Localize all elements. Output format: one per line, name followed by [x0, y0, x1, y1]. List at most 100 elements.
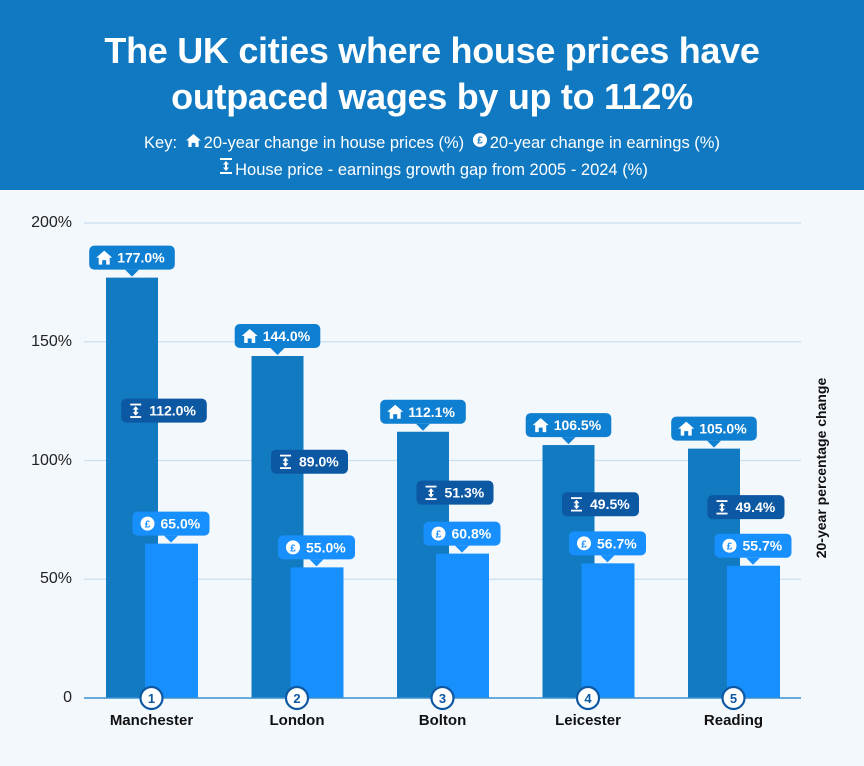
earnings-label-text: 55.0%: [306, 539, 346, 555]
house-icon: [387, 404, 404, 419]
x-tick-label: Bolton: [418, 712, 467, 729]
gap-label-text: 89.0%: [299, 454, 339, 470]
house-icon: [678, 421, 695, 436]
house-price-label-box: [89, 245, 175, 270]
rank-number: 3: [439, 691, 446, 706]
house-price-label-pointer: [416, 423, 430, 431]
svg-text:£: £: [436, 530, 442, 541]
house-price-label-pointer: [125, 269, 139, 277]
x-tick-label: Manchester: [109, 712, 194, 729]
earnings-label-pointer: [746, 557, 760, 565]
house-price-label: 112.1%: [380, 399, 466, 431]
x-tick-label: Leicester: [555, 712, 621, 729]
earnings-label-pointer: [455, 545, 469, 553]
gap-label-text: 49.5%: [590, 496, 630, 512]
earnings-label-text: 60.8%: [452, 526, 492, 542]
gap-arrows-icon: [571, 497, 582, 512]
earnings-label: £56.7%: [569, 531, 646, 563]
svg-text:£: £: [145, 520, 151, 531]
gap-label: 89.0%: [271, 449, 348, 474]
rank-number: 1: [148, 691, 155, 706]
title-line-1: The UK cities where house prices have: [104, 30, 760, 71]
rank-number: 4: [584, 691, 592, 706]
y-tick-label: 150%: [31, 333, 72, 350]
y-tick-label: 50%: [39, 570, 72, 587]
gap-label: 51.3%: [416, 480, 494, 505]
rank-badge: [139, 685, 164, 711]
earnings-label: £55.0%: [278, 535, 355, 567]
house-price-label-box: [380, 399, 466, 424]
house-price-label: 105.0%: [671, 416, 757, 448]
pound-coin-icon: £: [722, 538, 737, 553]
earnings-label-text: 65.0%: [161, 516, 201, 532]
earnings-bar: [727, 565, 780, 698]
earnings-bar: [581, 563, 635, 698]
earnings-label: £60.8%: [423, 521, 501, 553]
house-icon: [96, 250, 113, 265]
house-price-label-text: 105.0%: [699, 421, 747, 437]
rank-badge: [721, 685, 746, 711]
gap-label-box: [121, 398, 207, 423]
house-price-label-text: 112.1%: [408, 404, 455, 420]
earnings-label: £55.7%: [714, 533, 792, 565]
rank-badge: [575, 685, 601, 711]
rank-badge: [430, 685, 455, 711]
earnings-label-box: [132, 511, 210, 536]
house-price-label-text: 144.0%: [263, 328, 311, 344]
earnings-label-box: [278, 535, 355, 560]
gap-label-text: 49.4%: [736, 499, 776, 515]
earnings-label-box: [714, 533, 792, 558]
rank-number: 2: [293, 691, 300, 706]
y-tick-label: 0: [63, 689, 72, 706]
earnings-bar: [436, 553, 489, 698]
house-price-label: 106.5%: [525, 413, 612, 445]
legend-gap: House price - earnings growth gap from 2…: [235, 160, 648, 179]
earnings-label-box: [569, 531, 646, 556]
gap-label: 49.5%: [562, 492, 639, 517]
gap-label: 49.4%: [707, 495, 785, 520]
svg-text:£: £: [581, 539, 587, 550]
pound-coin-icon: £: [577, 536, 591, 551]
earnings-bar: [145, 543, 198, 698]
x-tick-label: Reading: [703, 712, 764, 729]
chart-title: The UK cities where house prices have ou…: [0, 28, 864, 120]
gap-arrows-icon: [280, 454, 291, 469]
gap-arrows-icon: [130, 403, 142, 418]
house-price-label: 144.0%: [234, 324, 321, 355]
pound-coin-icon: £: [140, 516, 155, 531]
house-price-label-text: 106.5%: [554, 417, 602, 433]
earnings-label-pointer: [309, 559, 324, 567]
legend-house: 20-year change in house prices (%): [203, 133, 465, 152]
gap-arrows-icon: [425, 485, 437, 500]
house-price-label-box: [525, 413, 612, 438]
legend-earnings: 20-year change in earnings (%): [489, 133, 720, 152]
gap-label-text: 51.3%: [445, 485, 485, 501]
earnings-label: £65.0%: [132, 511, 210, 543]
key-label: Key:: [144, 133, 178, 152]
gap-arrows-icon: [716, 500, 728, 515]
gap-label-text: 112.0%: [149, 403, 196, 419]
earnings-label-text: 56.7%: [597, 535, 637, 551]
rank-badge: [284, 685, 310, 711]
gap-arrows-icon: [220, 157, 233, 181]
house-price-label-box: [234, 324, 321, 348]
house-price-label: 177.0%: [89, 245, 175, 277]
y-tick-label: 200%: [31, 214, 72, 231]
house-icon: [241, 329, 258, 343]
house-icon: [185, 130, 201, 154]
house-price-label-text: 177.0%: [117, 250, 165, 266]
earnings-bar: [290, 567, 344, 698]
earnings-label-pointer: [600, 555, 615, 563]
house-price-label-pointer: [270, 348, 285, 355]
house-icon: [532, 418, 549, 433]
pound-coin-icon: £: [431, 526, 446, 541]
earnings-label-text: 55.7%: [743, 538, 783, 554]
svg-text:£: £: [727, 542, 733, 553]
y-tick-label: 100%: [31, 452, 72, 469]
title-line-2: outpaced wages by up to 112%: [171, 76, 693, 117]
legend: Key: 20-year change in house prices (%) …: [0, 130, 864, 184]
earnings-label-box: [423, 521, 501, 546]
house-price-label-pointer: [561, 437, 576, 445]
svg-text:£: £: [477, 136, 483, 147]
